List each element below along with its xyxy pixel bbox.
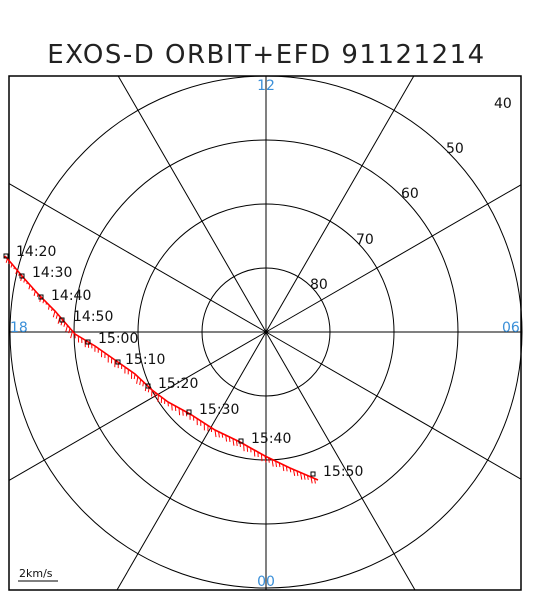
efd-vector	[33, 290, 36, 297]
efd-vector	[235, 440, 238, 447]
scale-label: 2km/s	[19, 567, 53, 580]
efd-vector	[232, 438, 235, 446]
efd-vector	[48, 305, 50, 310]
mlt-label-18: 18	[10, 320, 28, 336]
time-mark	[19, 273, 25, 279]
mlt-radial-line	[116, 331, 267, 591]
efd-vector	[171, 403, 173, 411]
efd-vector	[65, 325, 68, 332]
efd-vector	[133, 373, 136, 380]
efd-vector	[228, 436, 231, 442]
efd-vector	[296, 470, 299, 477]
time-label: 15:10	[125, 352, 165, 368]
time-mark	[115, 359, 121, 365]
efd-vector	[139, 379, 142, 386]
time-mark	[38, 294, 44, 300]
time-mark	[238, 438, 244, 444]
mlt-radial-line	[265, 331, 522, 480]
mlt-radial-line	[8, 183, 267, 333]
efd-vector	[271, 459, 274, 467]
efd-vector	[52, 310, 56, 318]
time-label: 15:00	[98, 331, 138, 347]
mlt-radial-lines	[8, 75, 522, 591]
efd-vector	[218, 431, 220, 438]
efd-vector	[246, 445, 249, 452]
efd-vector	[221, 433, 224, 438]
mlt-label-06: 06	[502, 320, 520, 336]
time-label: 15:40	[251, 431, 291, 447]
efd-vector	[289, 467, 292, 473]
efd-vector	[136, 376, 139, 384]
efd-vector	[18, 272, 20, 276]
efd-vector	[36, 293, 39, 297]
mlt-radial-line	[265, 184, 522, 333]
efd-vector	[300, 472, 303, 480]
time-mark	[85, 339, 91, 345]
latitude-label-60: 60	[401, 186, 419, 202]
efd-vector	[68, 328, 71, 334]
efd-vector	[142, 381, 144, 387]
latitude-label-50: 50	[446, 141, 464, 157]
time-mark	[310, 471, 316, 477]
efd-vector	[314, 478, 316, 484]
time-mark	[145, 383, 151, 389]
time-label: 15:50	[323, 464, 363, 480]
efd-vector	[253, 449, 256, 457]
time-label: 15:20	[158, 376, 198, 392]
mlt-radial-line	[117, 75, 267, 333]
efd-vector	[70, 330, 73, 339]
efd-vector	[13, 266, 15, 270]
efd-vector	[51, 308, 53, 312]
efd-vector	[260, 453, 263, 462]
time-mark	[3, 253, 9, 259]
latitude-label-80: 80	[310, 277, 328, 293]
plot-title: EXOS-D ORBIT+EFD 91121214	[47, 40, 486, 70]
efd-vector	[307, 475, 309, 480]
efd-vector	[182, 409, 184, 416]
mlt-label-00: 00	[257, 574, 275, 590]
latitude-label-70: 70	[356, 232, 374, 248]
time-label: 14:40	[51, 288, 91, 304]
latitude-label-40: 40	[494, 96, 512, 112]
efd-vector	[42, 299, 45, 304]
efd-vector	[214, 429, 217, 438]
efd-vector	[15, 269, 18, 275]
efd-vector	[225, 435, 228, 442]
efd-vector	[293, 469, 296, 476]
mlt-radial-line	[265, 331, 416, 591]
efd-vector	[28, 284, 31, 290]
efd-vector	[8, 261, 11, 265]
time-label: 14:50	[73, 309, 113, 325]
mlt-radial-line	[8, 331, 267, 481]
efd-vector	[178, 407, 181, 416]
time-label: 15:30	[199, 402, 239, 418]
mlt-radial-line	[265, 75, 415, 333]
efd-vector	[23, 278, 26, 283]
efd-vector	[282, 464, 285, 472]
efd-vector	[174, 405, 177, 412]
efd-vector	[303, 473, 306, 480]
time-mark	[59, 317, 65, 323]
time-mark	[186, 409, 192, 415]
efd-vector	[278, 462, 281, 468]
time-label: 14:20	[16, 244, 56, 260]
time-label: 14:30	[32, 265, 72, 281]
efd-vector	[310, 476, 313, 484]
efd-vector	[5, 258, 8, 263]
efd-vector	[55, 313, 58, 319]
time-marks	[3, 253, 316, 477]
efd-vector	[285, 466, 288, 472]
efd-vector	[268, 457, 270, 463]
efd-vector	[31, 287, 34, 291]
efd-vector	[275, 461, 277, 467]
mlt-label-12: 12	[257, 78, 275, 94]
efd-vector	[10, 263, 13, 268]
efd-vector	[63, 322, 66, 327]
efd-vector	[264, 455, 267, 463]
efd-vector	[243, 443, 245, 452]
efd-vector	[26, 281, 28, 285]
